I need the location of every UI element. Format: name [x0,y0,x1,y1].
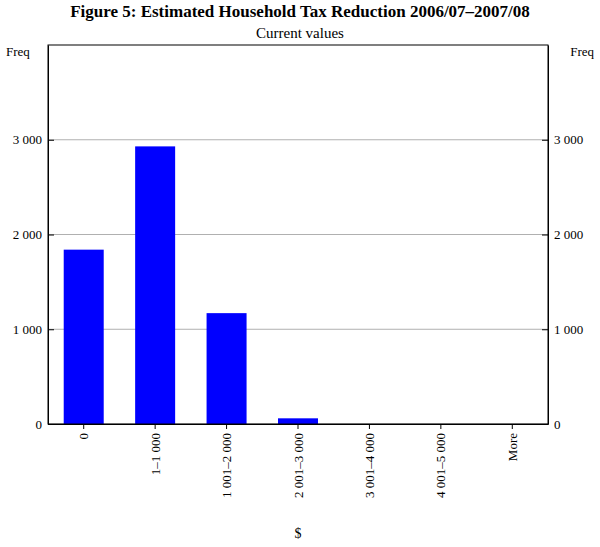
tick: 3 001–4 000 [362,424,377,498]
tick-mark [542,235,548,236]
tick: 1 000 [13,322,54,337]
tick-mark [48,235,54,236]
tick-label: More [505,433,520,461]
tick: 1–1 000 [148,424,163,475]
tick-mark [48,140,54,141]
tick-label: 1 000 [13,322,42,337]
tick-label: 1 000 [554,322,583,337]
tick-mark [83,424,84,429]
tick: 2 001–3 000 [291,424,306,498]
chart: 0 1 000 2 000 3 000 0 1 000 2 000 3 000 0 1–1 000… [0,0,600,547]
bar [278,418,318,424]
tick-mark [226,424,227,429]
tick-label: 1 001–2 000 [219,433,234,498]
bar [135,146,175,424]
x-axis: 0 1–1 000 1 001–2 000 2 001–3 000 3 001–4 00… [49,424,549,498]
tick-label: 2 000 [554,227,583,242]
tick-label: 3 000 [13,132,42,147]
tick-label: 0 [76,433,91,440]
y-axis-right: 0 1 000 2 000 3 000 [542,46,583,432]
axis-line [548,46,549,425]
tick-mark [369,424,370,429]
tick: 0 [76,424,91,440]
tick: 4 001–5 000 [433,424,448,498]
y-axis-left: 0 1 000 2 000 3 000 [13,46,54,432]
bars [64,146,318,424]
title: Figure 5: Estimated Household Tax Reduct… [70,2,530,21]
tick: 3 000 [13,132,54,147]
tick-label: 2 000 [13,227,42,242]
tick-label: 1–1 000 [148,433,163,475]
tick: 2 000 [542,227,583,242]
tick-label: 4 001–5 000 [433,433,448,498]
tick-mark [512,424,513,429]
plot-frame [48,45,548,424]
tick-mark [48,329,54,330]
tick: 3 000 [542,132,583,147]
bar [207,313,247,424]
tick: 1 001–2 000 [219,424,234,498]
y-axis-title: Freq [6,44,30,59]
tick-mark [542,140,548,141]
tick-mark [155,424,156,429]
tick-mark [440,424,441,429]
grid-line [48,329,548,330]
tick: 2 000 [13,227,54,242]
grid-line [48,234,548,235]
grid [48,140,548,424]
bar [64,250,104,424]
tick-label: 2 001–3 000 [291,433,306,498]
y-axis-title: Freq [570,44,594,59]
subtitle: Current values [256,25,344,41]
tick: More [505,424,520,461]
tick: 1 000 [542,322,583,337]
tick-label: 3 001–4 000 [362,433,377,498]
grid-line [48,139,548,140]
tick-label: 3 000 [554,132,583,147]
tick-mark [298,424,299,429]
tick-label: 0 [36,417,43,432]
x-axis-title: $ [295,526,302,541]
tick-label: 0 [554,417,561,432]
tick-mark [542,329,548,330]
